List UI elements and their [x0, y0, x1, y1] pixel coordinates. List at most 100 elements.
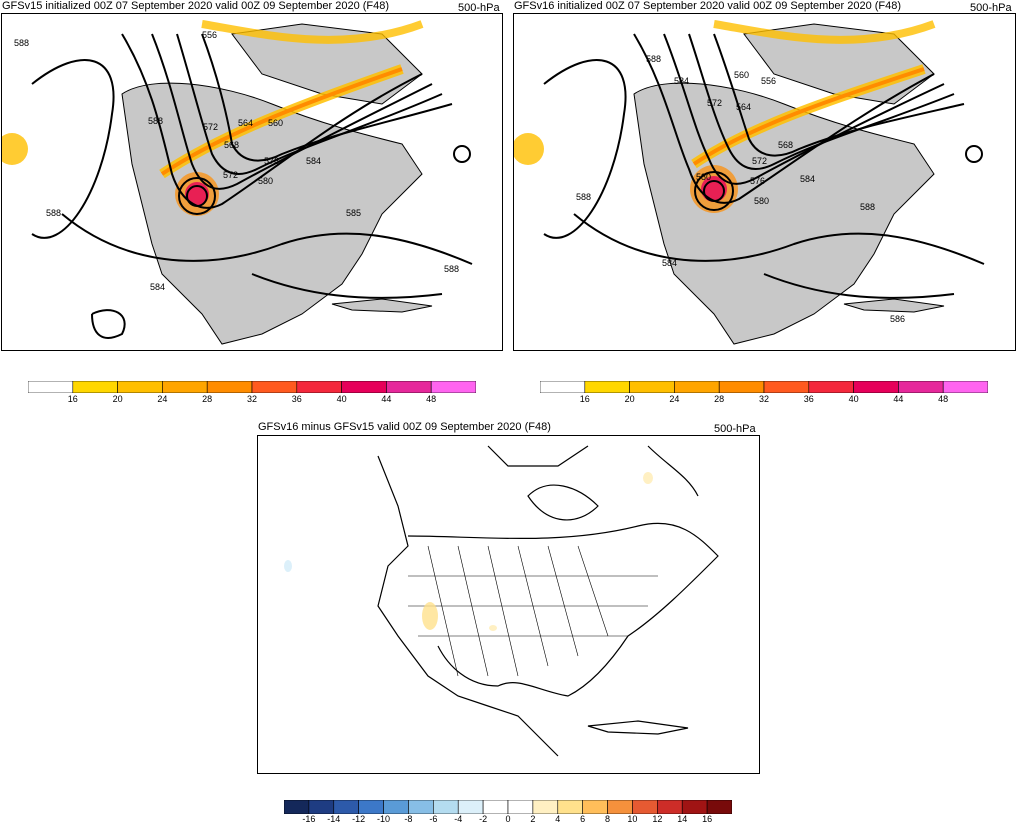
colorbar-swatch — [808, 380, 854, 394]
colorbar-swatch — [162, 380, 208, 394]
colorbar-tick-label: 0 — [505, 814, 511, 824]
coastlines — [377, 445, 719, 757]
contour-label: 556 — [761, 76, 776, 86]
colorbar-tick-label: 12 — [652, 814, 663, 824]
colorbar-tick-label: 20 — [624, 394, 635, 404]
gfsv16-map-panel: 588 584 560 556 572 564 568 572 580 576 … — [513, 13, 1016, 351]
colorbar-swatch — [584, 380, 630, 394]
colorbar-swatch — [283, 799, 310, 815]
difference-map-panel — [257, 435, 760, 774]
colorbar-tick-label: 24 — [157, 394, 168, 404]
contour-label: 588 — [860, 202, 875, 212]
colorbar-tick-label: 48 — [938, 394, 949, 404]
colorbar-swatch — [557, 799, 583, 815]
colorbar-swatch — [632, 799, 658, 815]
gfsv15-map-panel: 588 556 588 572 564 560 568 576 584 572 … — [1, 13, 503, 351]
colorbar-tick-label: 40 — [336, 394, 347, 404]
colorbar-swatch — [251, 380, 298, 394]
colorbar-swatch — [430, 380, 477, 394]
colorbar-swatch — [296, 380, 342, 394]
contour-label: 556 — [202, 30, 217, 40]
contour-label: 584 — [150, 282, 165, 292]
colorbar-tick-label: 14 — [677, 814, 688, 824]
contour-label: 588 — [14, 38, 29, 48]
jet-core-band — [692, 67, 925, 166]
colorbar-swatch — [507, 799, 534, 815]
colorbar-swatch — [408, 799, 434, 815]
contour-label: 584 — [662, 258, 677, 268]
height-contours — [31, 33, 473, 339]
contour-label: 580 — [258, 176, 273, 186]
panel3-title: GFSv16 minus GFSv15 valid 00Z 09 Septemb… — [258, 421, 551, 433]
colorbar-swatch — [72, 380, 118, 394]
difference-colorbar-swatches — [283, 799, 733, 815]
colorbar-swatch — [674, 380, 720, 394]
contour-label: 564 — [238, 118, 253, 128]
gfsv15-map: 588 556 588 572 564 560 568 576 584 572 … — [2, 20, 473, 345]
colorbar-tick-label: 4 — [555, 814, 561, 824]
colorbar-tick-label: -2 — [479, 814, 488, 824]
colorbar-swatch — [763, 380, 810, 394]
difference-colorbar: -16 -14 -12 -10 -8 -6 -4 -2 0 2 4 6 8 10 12 14 16 — [283, 799, 733, 824]
colorbar-swatch — [629, 380, 675, 394]
negative-difference-area — [284, 560, 292, 572]
contour-label: 560 — [268, 118, 283, 128]
contour-label: 568 — [778, 140, 793, 150]
colorbar-tick-label: 36 — [803, 394, 814, 404]
wind-colorbar-swatches-right — [539, 380, 989, 394]
colorbar-swatch — [657, 799, 683, 815]
difference-map — [284, 445, 719, 757]
pacific-wind-shading — [514, 133, 544, 165]
colorbar-swatch — [457, 799, 484, 815]
colorbar-tick-label: -10 — [377, 814, 391, 824]
contour-label: 572 — [707, 98, 722, 108]
gfsv16-map: 588 584 560 556 572 564 568 572 580 576 … — [514, 20, 985, 345]
colorbar-swatch — [898, 380, 944, 394]
colorbar-swatch — [582, 799, 608, 815]
contour-label: 568 — [224, 140, 239, 150]
colorbar-swatch — [386, 380, 432, 394]
colorbar-tick-label: -16 — [302, 814, 316, 824]
contour-label: 586 — [890, 314, 905, 324]
contour-label: 585 — [346, 208, 361, 218]
colorbar-tick-label: 32 — [246, 394, 258, 404]
contour-label: 588 — [576, 192, 591, 202]
positive-difference-area — [489, 625, 497, 631]
height-contours — [543, 33, 985, 299]
colorbar-swatch — [341, 380, 387, 394]
contour-label: 584 — [306, 156, 321, 166]
positive-difference-area — [422, 602, 438, 630]
panel3-level: 500-hPa — [714, 423, 756, 435]
colorbar-tick-label: 2 — [530, 814, 536, 824]
colorbar-tick-label: -12 — [352, 814, 366, 824]
contour-label: 572 — [203, 122, 218, 132]
wind-colorbar-labels-left: 16 20 24 28 32 36 40 44 48 — [28, 394, 476, 406]
colorbar-swatch — [706, 799, 733, 815]
panel2-title: GFSv16 initialized 00Z 07 September 2020… — [514, 0, 902, 12]
pacific-wind-shading — [2, 133, 28, 165]
contour-label: 572 — [752, 156, 767, 166]
colorbar-tick-label: 16 — [67, 394, 78, 404]
contour-label: 588 — [46, 208, 61, 218]
colorbar-tick-label: -6 — [429, 814, 438, 824]
colorbar-swatch — [333, 799, 359, 815]
contour-label: 560 — [734, 70, 749, 80]
colorbar-tick-label: 16 — [702, 814, 713, 824]
colorbar-swatch — [206, 380, 253, 394]
colorbar-tick-label: 48 — [426, 394, 437, 404]
difference-colorbar-labels: -16 -14 -12 -10 -8 -6 -4 -2 0 2 4 6 8 10 12 14 16 — [284, 814, 732, 826]
colorbar-tick-label: -14 — [327, 814, 341, 824]
colorbar-swatch — [942, 380, 989, 394]
colorbar-tick-label: 44 — [381, 394, 392, 404]
contour-label: 564 — [736, 102, 751, 112]
positive-difference-area — [643, 472, 653, 484]
contour-label: 584 — [674, 76, 689, 86]
colorbar-tick-label: 16 — [579, 394, 590, 404]
colorbar-tick-label: -4 — [454, 814, 463, 824]
colorbar-tick-label: 32 — [758, 394, 770, 404]
colorbar-tick-label: 28 — [202, 394, 213, 404]
colorbar-tick-label: 24 — [669, 394, 680, 404]
wind-colorbar-labels-right: 16 20 24 28 32 36 40 44 48 — [540, 394, 988, 406]
colorbar-tick-label: 40 — [848, 394, 859, 404]
colorbar-tick-label: 6 — [580, 814, 586, 824]
